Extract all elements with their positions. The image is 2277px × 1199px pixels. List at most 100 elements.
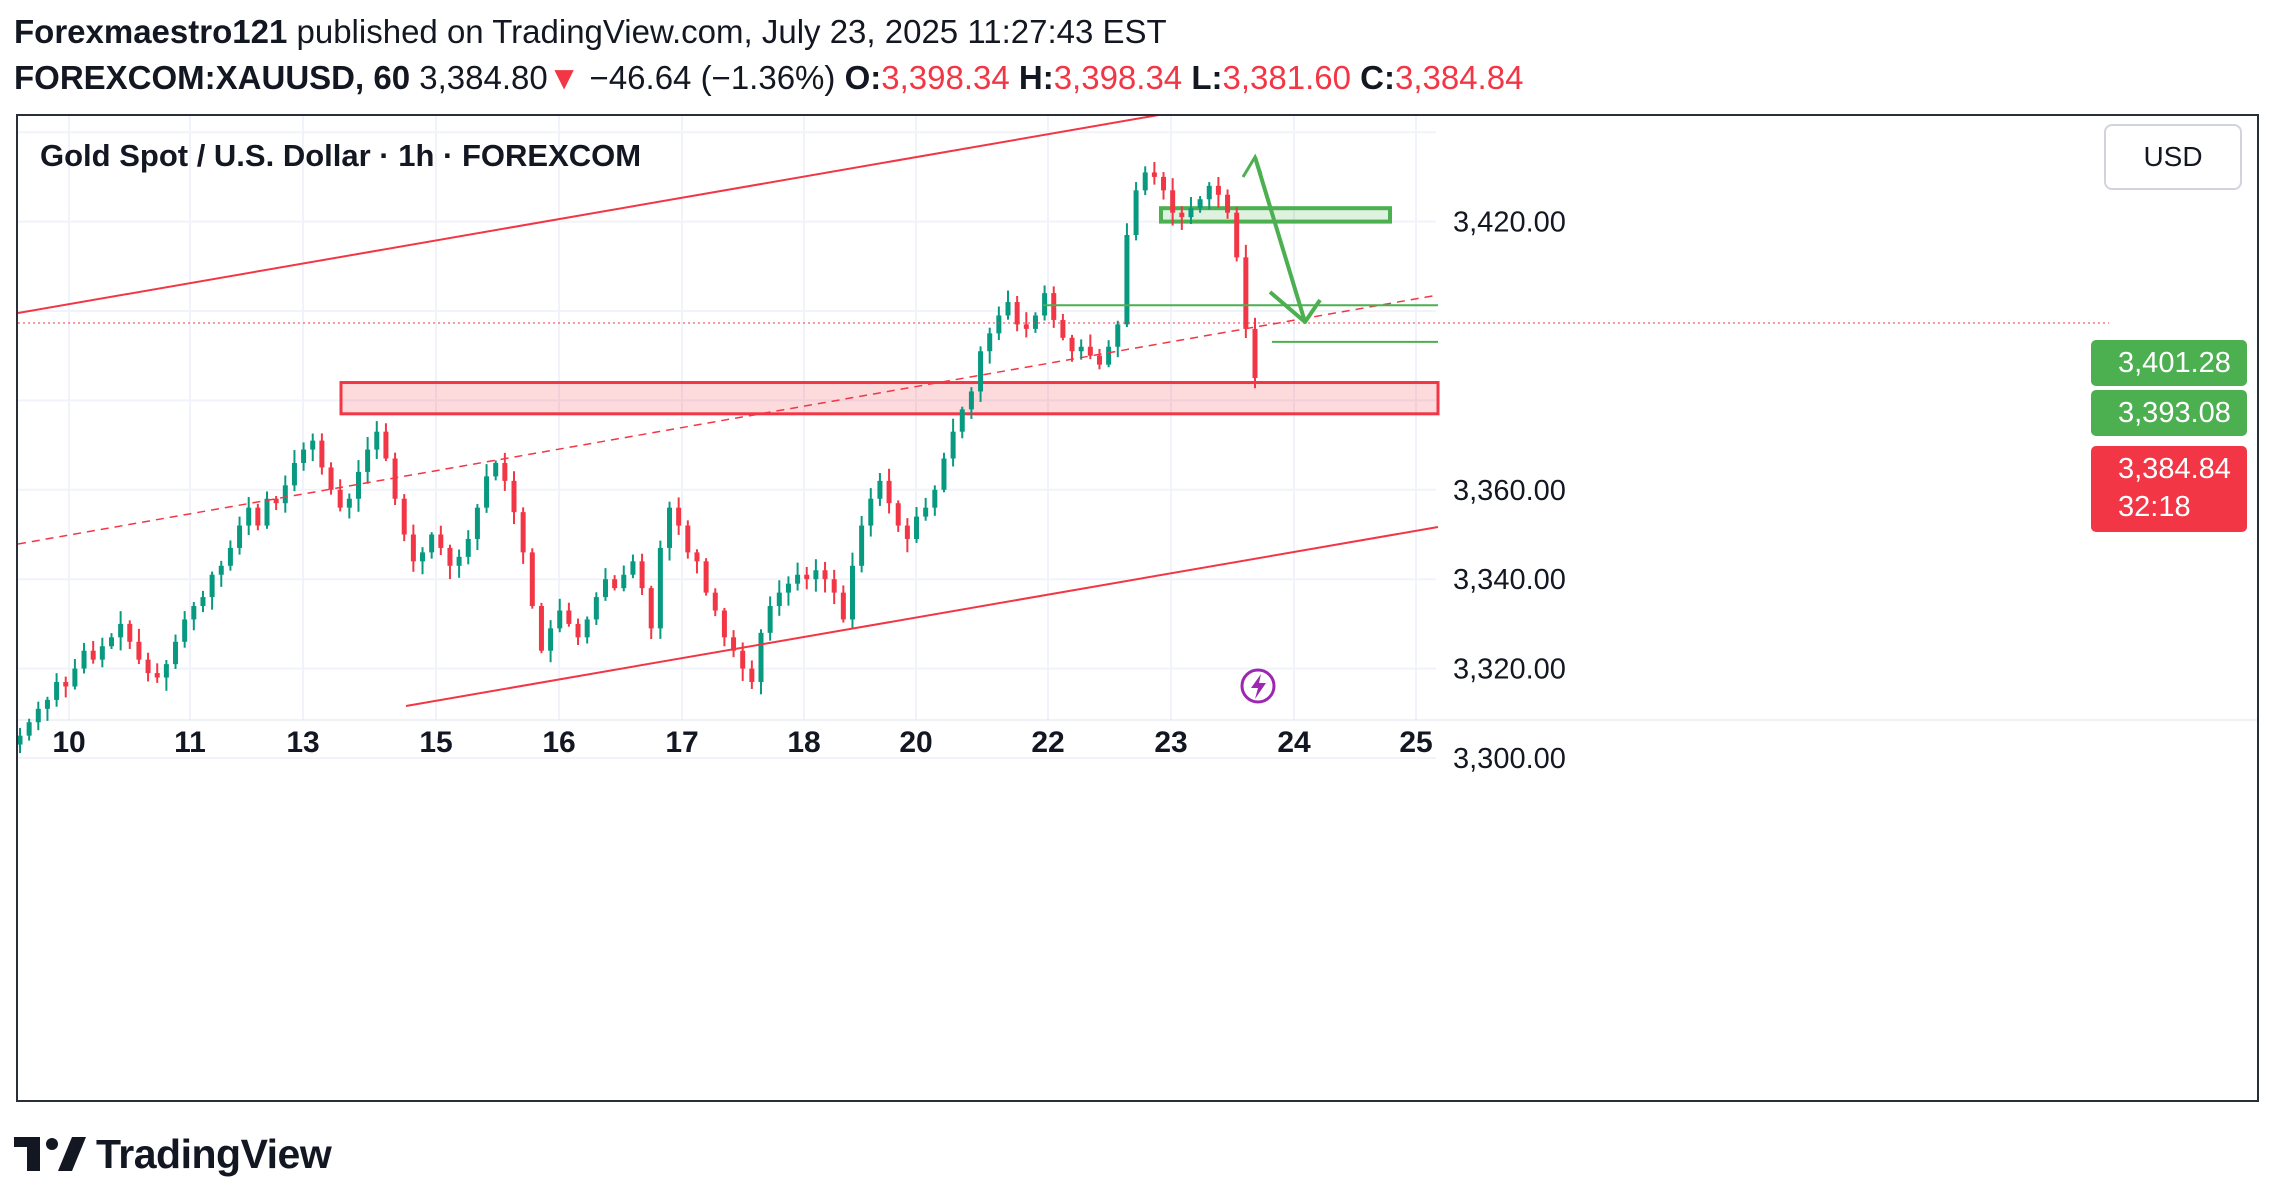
candle-body [163, 664, 169, 678]
lightning-icon [1240, 668, 1276, 704]
candle-body [968, 391, 974, 410]
candle-body [859, 525, 865, 566]
candle-body [337, 489, 343, 508]
candle-body [584, 619, 590, 638]
author-name: Forexmaestro121 [14, 13, 288, 50]
candle-body [1243, 257, 1249, 329]
candle-body [511, 480, 517, 513]
candle-body [657, 547, 663, 629]
candle-body [447, 547, 453, 566]
symbol-info: FOREXCOM:XAUUSD, 60 3,384.80▼ −46.64 (−1… [14, 54, 1523, 102]
candle-body [1051, 293, 1057, 320]
candle-body [1069, 337, 1075, 352]
publish-info: Forexmaestro121 published on TradingView… [14, 8, 1167, 56]
candle-body [310, 440, 316, 450]
candle-body [813, 570, 819, 580]
tradingview-logo[interactable]: TradingView [14, 1126, 332, 1182]
open-label: O: [844, 59, 882, 96]
candle-body [1206, 185, 1212, 200]
candle-body [291, 462, 297, 486]
candle-body [63, 682, 69, 687]
candle-body [301, 449, 307, 463]
candle-body [255, 507, 261, 526]
current-price-text: 3,384.84 [2118, 453, 2231, 485]
chart-frame [16, 114, 2259, 1102]
candle-body [987, 333, 993, 352]
candle-body [1197, 199, 1203, 209]
candle-body [365, 449, 371, 472]
candle-body [978, 351, 984, 392]
candle-body [273, 498, 279, 504]
candle-body [575, 623, 581, 638]
candle-body [26, 722, 32, 736]
x-tick-label: 17 [665, 726, 698, 759]
y-tick-label: 3,360.00 [1453, 475, 1566, 507]
candle-body [1032, 315, 1038, 329]
candle-body [246, 507, 252, 526]
candle-body [602, 579, 608, 598]
candle-body [218, 565, 224, 575]
price-tag-level-2: 3,393.08 [2091, 390, 2247, 436]
candle-body [831, 579, 837, 593]
tradingview-logo-icon [14, 1137, 86, 1171]
candle-body [502, 462, 508, 481]
candle-body [44, 699, 50, 709]
candle-body [749, 668, 755, 683]
x-tick-label: 15 [419, 726, 452, 759]
x-tick-label: 10 [52, 726, 85, 759]
candle-body [108, 637, 114, 647]
candle-body [456, 556, 462, 566]
y-axis-ticks: 3,420.00 3,360.00 3,340.00 3,320.00 3,300.00 [1453, 207, 1566, 775]
x-tick-label: 13 [286, 726, 319, 759]
current-price-tag: 3,384.84 32:18 [2091, 446, 2247, 532]
price-chart[interactable]: 3,420.00 3,360.00 3,340.00 3,320.00 3,300.00… [18, 116, 2257, 1100]
candle-body [173, 641, 179, 665]
high-label: H: [1018, 59, 1054, 96]
support-zone [339, 381, 1440, 416]
candle-body [676, 507, 682, 526]
x-tick-label: 23 [1154, 726, 1187, 759]
drawings-layer [18, 116, 2109, 707]
x-tick-label: 20 [899, 726, 932, 759]
low-value: 3,381.60 [1222, 59, 1351, 96]
candle-body [904, 525, 910, 539]
candle-body [731, 637, 737, 651]
candle-body [328, 467, 334, 490]
candle-body [1188, 208, 1194, 218]
currency-button[interactable]: USD [2104, 124, 2242, 190]
chart-grid [18, 116, 2257, 759]
candle-body [630, 561, 636, 575]
candle-body [81, 650, 87, 669]
channel-upper-line [18, 116, 1159, 314]
forecast-arrow-shaft [1253, 156, 1307, 323]
countdown-text: 32:18 [2118, 491, 2191, 523]
candle-body [1060, 319, 1066, 338]
candle-body [1151, 172, 1157, 177]
candle-body [685, 525, 691, 553]
published-text: published on TradingView.com, July 23, 2… [296, 13, 1167, 50]
candle-body [465, 538, 471, 557]
candle-body [54, 682, 60, 700]
candles-layer [18, 162, 1258, 754]
tradingview-logo-text: TradingView [96, 1130, 332, 1177]
candle-body [740, 650, 746, 669]
y-tick-label: 3,300.00 [1453, 743, 1566, 775]
candle-body [923, 507, 929, 517]
price-tag-level-1: 3,401.28 [2091, 340, 2247, 386]
candle-body [282, 485, 288, 504]
candle-body [959, 409, 965, 432]
down-arrow-icon: ▼ [547, 59, 581, 96]
candle-body [996, 315, 1002, 334]
candle-body [849, 565, 855, 620]
candle-body [795, 574, 801, 584]
candle-body [758, 632, 764, 683]
candle-body [868, 498, 874, 526]
candle-body [566, 610, 572, 624]
candle-body [420, 552, 426, 562]
candle-body [1225, 194, 1231, 213]
high-value: 3,398.34 [1053, 59, 1183, 96]
candle-body [1215, 185, 1221, 195]
symbol-name: FOREXCOM:XAUUSD, 60 [14, 59, 411, 96]
candle-body [401, 498, 407, 535]
y-tick-label: 3,340.00 [1453, 564, 1566, 596]
